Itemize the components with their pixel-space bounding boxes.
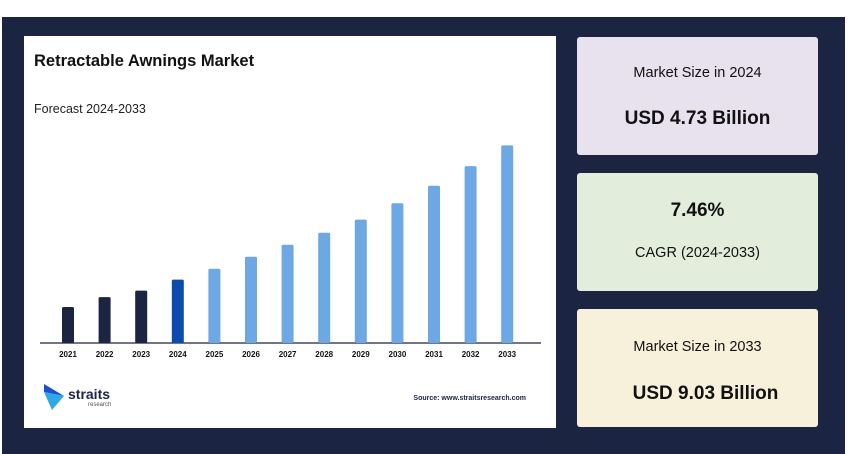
cagr-label: CAGR (2024-2033): [635, 245, 760, 261]
market-size-2024-card: Market Size in 2024 USD 4.73 Billion: [577, 37, 818, 155]
bar-chart: 2021 2022 2023 2024 2025 2026 2027 2028 2029 2030…: [40, 145, 541, 359]
bar-2023: [135, 290, 148, 343]
straits-logo: straits research: [44, 384, 124, 414]
x-tick-label-2029: 2029: [352, 350, 370, 359]
cagr-card: 7.46% CAGR (2024-2033): [577, 173, 818, 291]
chart-subtitle: Forecast 2024-2033: [34, 102, 146, 116]
x-tick-label-2023: 2023: [132, 350, 150, 359]
market-size-2033-value: USD 9.03 Billion: [632, 383, 779, 404]
x-tick-label-2032: 2032: [462, 350, 480, 359]
chart-panel: Retractable Awnings Market Forecast 2024…: [24, 36, 556, 428]
bar-2033: [501, 145, 514, 343]
bar-2021: [62, 306, 74, 343]
market-size-2024-value: USD 4.73 Billion: [624, 108, 771, 129]
x-tick-label-2027: 2027: [279, 350, 297, 359]
market-size-2033-label: Market Size in 2033: [633, 339, 762, 355]
x-tick-label-2031: 2031: [425, 350, 443, 359]
straits-logo-icon: [44, 384, 64, 410]
bar-2029: [354, 219, 367, 343]
market-size-2033-card: Market Size in 2033 USD 9.03 Billion: [577, 309, 818, 427]
bar-2026: [245, 256, 257, 343]
bar-2031: [428, 185, 440, 343]
x-tick-label-2026: 2026: [242, 350, 260, 359]
cagr-value: 7.46%: [670, 200, 725, 221]
bar-2024: [171, 279, 184, 343]
bar-2032: [464, 166, 477, 343]
bar-2028: [318, 232, 331, 343]
bar-2025: [208, 268, 221, 343]
x-tick-label-2022: 2022: [96, 350, 114, 359]
x-tick-label-2024: 2024: [169, 350, 187, 359]
market-size-2024-label: Market Size in 2024: [633, 65, 762, 81]
bar-2030: [391, 203, 404, 343]
x-tick-label-2030: 2030: [389, 350, 407, 359]
x-tick-label-2021: 2021: [59, 350, 77, 359]
bar-2022: [98, 297, 111, 343]
logo-tagline: research: [88, 402, 112, 408]
x-tick-label-2033: 2033: [498, 350, 516, 359]
chart-title: Retractable Awnings Market: [34, 52, 255, 70]
x-tick-label-2025: 2025: [206, 350, 224, 359]
logo-name: straits: [68, 386, 111, 402]
bar-2027: [281, 244, 294, 343]
source-note: Source: www.straitsresearch.com: [413, 395, 526, 402]
x-tick-label-2028: 2028: [315, 350, 333, 359]
